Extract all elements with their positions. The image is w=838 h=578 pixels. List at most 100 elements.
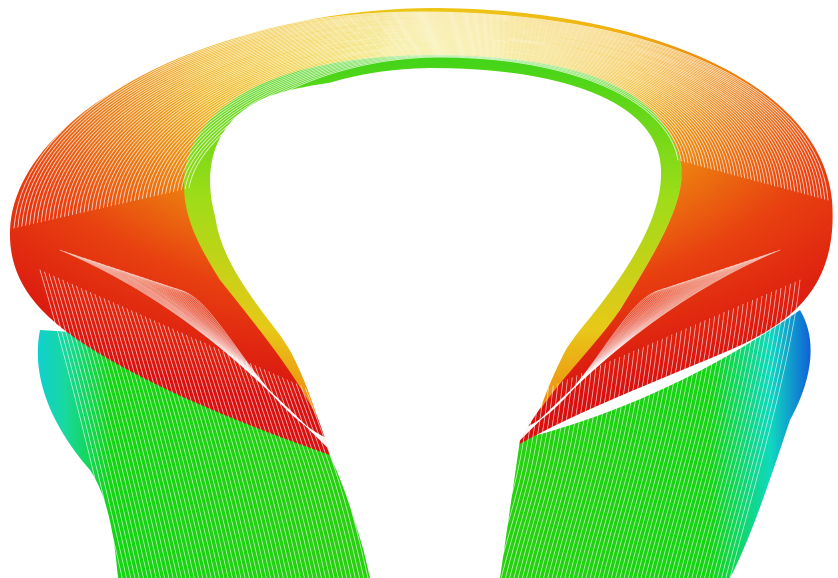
left-leg-field-line [250, 363, 314, 578]
right-leg-field-line [627, 328, 687, 578]
loop-field-line [67, 25, 782, 217]
right-leg-field-line [725, 281, 796, 578]
right-leg-field-line [640, 322, 701, 578]
loop-field-line [137, 43, 722, 201]
left-leg-field-line [245, 361, 310, 578]
left-leg-field-line [167, 326, 238, 578]
right-leg-field-line [670, 308, 734, 578]
right-leg-field-line [585, 348, 640, 578]
loop-field-line [32, 16, 812, 225]
left-leg-field-line [135, 312, 208, 578]
left-leg-field-line [240, 359, 305, 578]
loop-field-line [56, 22, 792, 219]
loop-field-line [40, 18, 806, 223]
left-leg-field-line [44, 271, 123, 578]
left-leg-field-line [117, 304, 191, 578]
left-leg-field-line [309, 389, 369, 578]
loop-field-line [25, 14, 819, 226]
left-leg-field-line [231, 355, 297, 578]
right-leg-field-line [619, 332, 678, 578]
right-leg-field-line [517, 381, 564, 578]
right-leg-field-line [657, 314, 720, 578]
right-leg-field-line [623, 330, 682, 578]
left-leg-field-line [195, 338, 263, 578]
loop-field-line [169, 51, 696, 193]
loop-field-line [130, 41, 729, 202]
right-leg-field-line [530, 375, 578, 578]
left-leg-field-line [218, 348, 284, 578]
right-leg-field-line [678, 304, 744, 578]
loop-field-line [91, 31, 762, 211]
loop-field-line [75, 27, 776, 215]
right-leg-field-line [691, 297, 758, 578]
left-leg-field-line [112, 302, 187, 578]
loop-field-line [87, 30, 766, 212]
right-leg-field-line [674, 306, 739, 578]
right-leg-field-line [716, 285, 787, 578]
right-leg-field-line [521, 379, 568, 578]
right-leg-field-line [572, 354, 625, 578]
right-leg-field-line [615, 334, 673, 578]
left-leg-field-line [213, 346, 280, 578]
left-leg-field-line [172, 328, 242, 578]
right-leg-field-line [543, 369, 592, 578]
left-leg-field-line [76, 285, 153, 578]
left-leg-field-line [282, 377, 343, 578]
right-leg-field-line [500, 389, 545, 578]
twist-field-line [179, 289, 331, 441]
loop-field-line [141, 44, 719, 200]
right-leg-field-line [729, 279, 801, 578]
right-leg-field-line [534, 373, 583, 578]
left-leg-field-line [222, 350, 288, 578]
left-leg-tube [37, 330, 373, 578]
left-leg-field-line [103, 298, 178, 578]
left-leg-field-line [286, 379, 348, 578]
left-leg-field-line [108, 300, 182, 578]
left-leg-field-line [140, 314, 212, 578]
left-leg-field-line [277, 375, 339, 578]
loop-field-line [21, 13, 822, 227]
loop-field-line [29, 15, 816, 225]
left-leg-field-line [254, 365, 318, 578]
right-leg-field-line [568, 356, 621, 578]
loop-field-line [184, 55, 682, 190]
loop-field-line [83, 29, 769, 213]
loop-field-line [188, 56, 679, 189]
loop-field-line [134, 42, 726, 201]
loop-field-line [165, 50, 699, 194]
left-leg-field-line [131, 310, 204, 578]
right-leg-field-line [589, 346, 644, 578]
left-leg-field-line [208, 344, 276, 578]
loop-field-line [114, 37, 742, 206]
right-leg-field-line [526, 377, 573, 578]
field-lines [13, 11, 829, 578]
left-leg-field-line [305, 387, 365, 578]
left-leg-field-line [48, 273, 127, 578]
right-leg-field-line [564, 358, 616, 578]
left-leg-field-line [181, 332, 250, 578]
right-leg-field-line [695, 295, 763, 578]
right-leg-field-line [699, 293, 768, 578]
loop-field-line [153, 47, 709, 197]
right-leg-field-line [649, 318, 711, 578]
loop-field-line [99, 33, 756, 209]
right-leg-field-line [538, 371, 587, 578]
loop-field-line [145, 45, 716, 199]
left-leg-field-line [154, 320, 225, 578]
right-leg-field-line [594, 344, 649, 578]
loop-field-line [149, 46, 712, 198]
loop-field-line [161, 49, 702, 195]
left-leg-field-line [236, 357, 301, 578]
right-leg-field-line [496, 391, 540, 578]
left-leg-field-line [67, 281, 144, 578]
left-leg-field-line [99, 296, 174, 578]
right-leg-field-line [708, 289, 777, 578]
loop-field-line [17, 12, 826, 228]
right-leg-field-line [721, 283, 791, 578]
right-leg-field-line [661, 312, 725, 578]
loop-field-line [172, 52, 692, 193]
left-leg-field-line [272, 373, 335, 578]
left-leg-field-line [300, 385, 360, 578]
loop-field-line [79, 28, 772, 214]
